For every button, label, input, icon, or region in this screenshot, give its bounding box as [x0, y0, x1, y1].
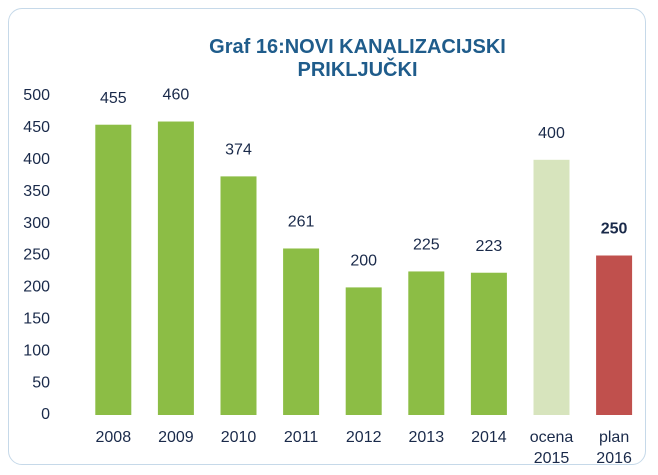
y-tick-label: 0 [41, 406, 50, 423]
x-tick-label: plan 2016 [596, 429, 632, 467]
y-tick-label: 250 [23, 247, 50, 264]
bar [220, 176, 257, 415]
data-label: 374 [225, 142, 252, 159]
y-tick-label: 400 [23, 151, 50, 168]
y-tick-label: 50 [32, 374, 50, 391]
y-tick-label: 450 [23, 119, 50, 136]
data-label: 455 [100, 90, 127, 107]
data-label: 223 [476, 238, 503, 255]
data-label: 200 [350, 253, 377, 270]
bar [533, 159, 570, 415]
bar [157, 121, 194, 416]
y-tick-label: 350 [23, 183, 50, 200]
x-tick-label: 2010 [220, 429, 257, 446]
y-tick-label: 100 [23, 342, 50, 359]
bar [95, 124, 132, 416]
bar [596, 255, 633, 415]
chart-title: Graf 16:NOVI KANALIZACIJSKI PRIKLJUČKI [209, 36, 506, 81]
x-tick-label: 2009 [158, 429, 194, 446]
bar [470, 272, 507, 415]
y-tick-label: 500 [23, 87, 50, 104]
data-label: 460 [163, 87, 190, 104]
x-tick-label: 2013 [408, 429, 445, 446]
bar [283, 248, 320, 415]
x-tick-label: 2012 [345, 429, 382, 446]
x-tick-label: 2008 [95, 429, 132, 446]
data-label: 250 [601, 221, 628, 238]
data-label: 400 [538, 125, 565, 142]
chart-frame [8, 8, 646, 465]
y-tick-label: 150 [23, 311, 50, 328]
bar [408, 271, 445, 415]
y-tick-label: 200 [23, 279, 50, 296]
x-tick-label: 2011 [283, 429, 319, 446]
bar [345, 287, 382, 415]
x-tick-label: 2014 [471, 429, 507, 446]
data-label: 225 [413, 237, 440, 254]
x-tick-label: ocena 2015 [529, 429, 574, 467]
data-label: 261 [288, 214, 315, 231]
y-tick-label: 300 [23, 215, 50, 232]
